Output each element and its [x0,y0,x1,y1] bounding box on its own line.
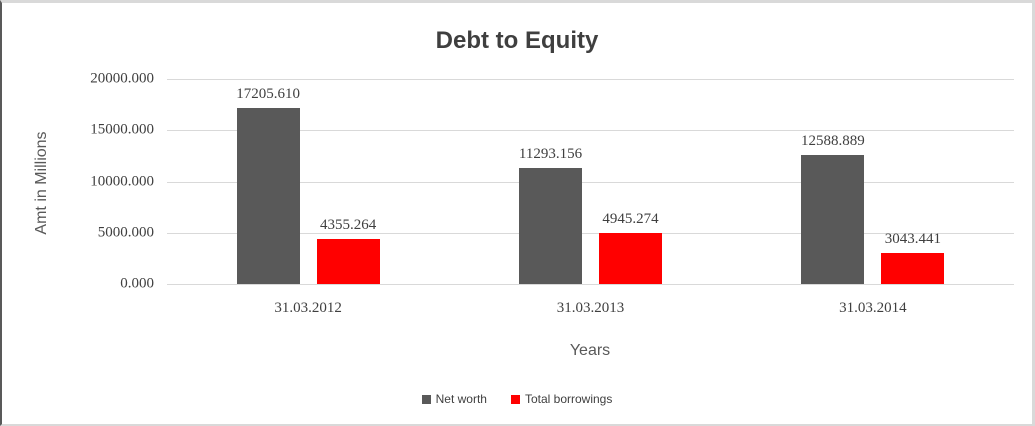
legend-label: Total borrowings [524,392,613,406]
bar-total-borrowings [316,239,380,284]
data-label: 4355.264 [320,217,377,234]
x-category-label: 31.03.2013 [556,300,625,316]
chart-title: Debt to Equity [435,27,599,54]
y-tick-label: 15000.000 [90,121,154,138]
legend: Net worth Total borrowings [2,392,1032,406]
gridline [167,284,1014,285]
data-label: 4945.274 [602,211,659,228]
legend-item: Net worth [421,392,487,406]
bar-total-borrowings [881,252,945,284]
legend-swatch [421,394,431,404]
bar-total-borrowings [599,233,662,284]
gridline [167,79,1014,80]
data-label: 3043.441 [884,230,941,247]
y-tick-label: 5000.000 [97,224,154,241]
legend-swatch [510,394,520,404]
data-label: 12588.889 [800,132,865,149]
x-category-label: 31.03.2014 [839,300,907,316]
data-label: 17205.610 [236,85,301,102]
bar-net-worth [236,107,300,284]
gridline [167,181,1014,183]
bar-net-worth [801,154,865,284]
gridline [167,130,1014,132]
y-tick-label: 20000.000 [90,70,154,87]
x-category-label: 31.03.2012 [274,300,342,316]
data-label: 11293.156 [518,146,583,163]
legend-item: Total borrowings [510,392,613,406]
y-axis-title: Amt in Millions [33,131,50,235]
bar-net-worth [519,168,582,284]
gridline [167,232,1014,234]
plot-area: 0.000 5000.000 10000.000 15000.000 20000.000… [90,71,1014,316]
legend-label: Net worth [435,392,487,406]
x-axis-title: Years [569,342,611,359]
y-tick-label: 10000.000 [90,173,154,189]
y-tick-label: 0.000 [120,275,154,292]
